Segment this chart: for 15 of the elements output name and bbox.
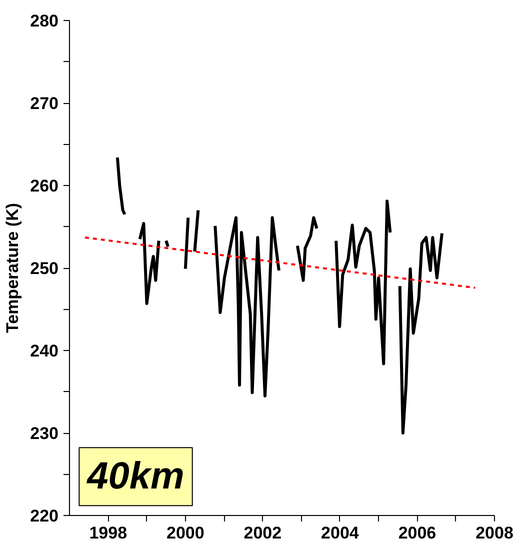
- x-tick-label: 2000: [166, 524, 204, 541]
- y-axis-title: Temperature (K): [3, 202, 22, 334]
- annotation: 40km: [86, 456, 184, 498]
- y-tick-label: 260: [30, 176, 59, 196]
- x-tick-label: 2002: [244, 524, 282, 541]
- x-tick-label: 2008: [476, 524, 514, 541]
- x-tick-label: 2006: [398, 524, 436, 541]
- y-tick-label: 270: [30, 94, 59, 113]
- y-tick-label: 230: [30, 424, 59, 443]
- x-tick-label: 2004: [321, 524, 360, 541]
- y-tick-label: 280: [30, 12, 59, 30]
- y-tick-label: 240: [30, 342, 59, 360]
- y-tick-label: 250: [30, 259, 59, 278]
- x-tick-label: 1998: [89, 524, 128, 541]
- y-tick-label: 220: [30, 506, 59, 526]
